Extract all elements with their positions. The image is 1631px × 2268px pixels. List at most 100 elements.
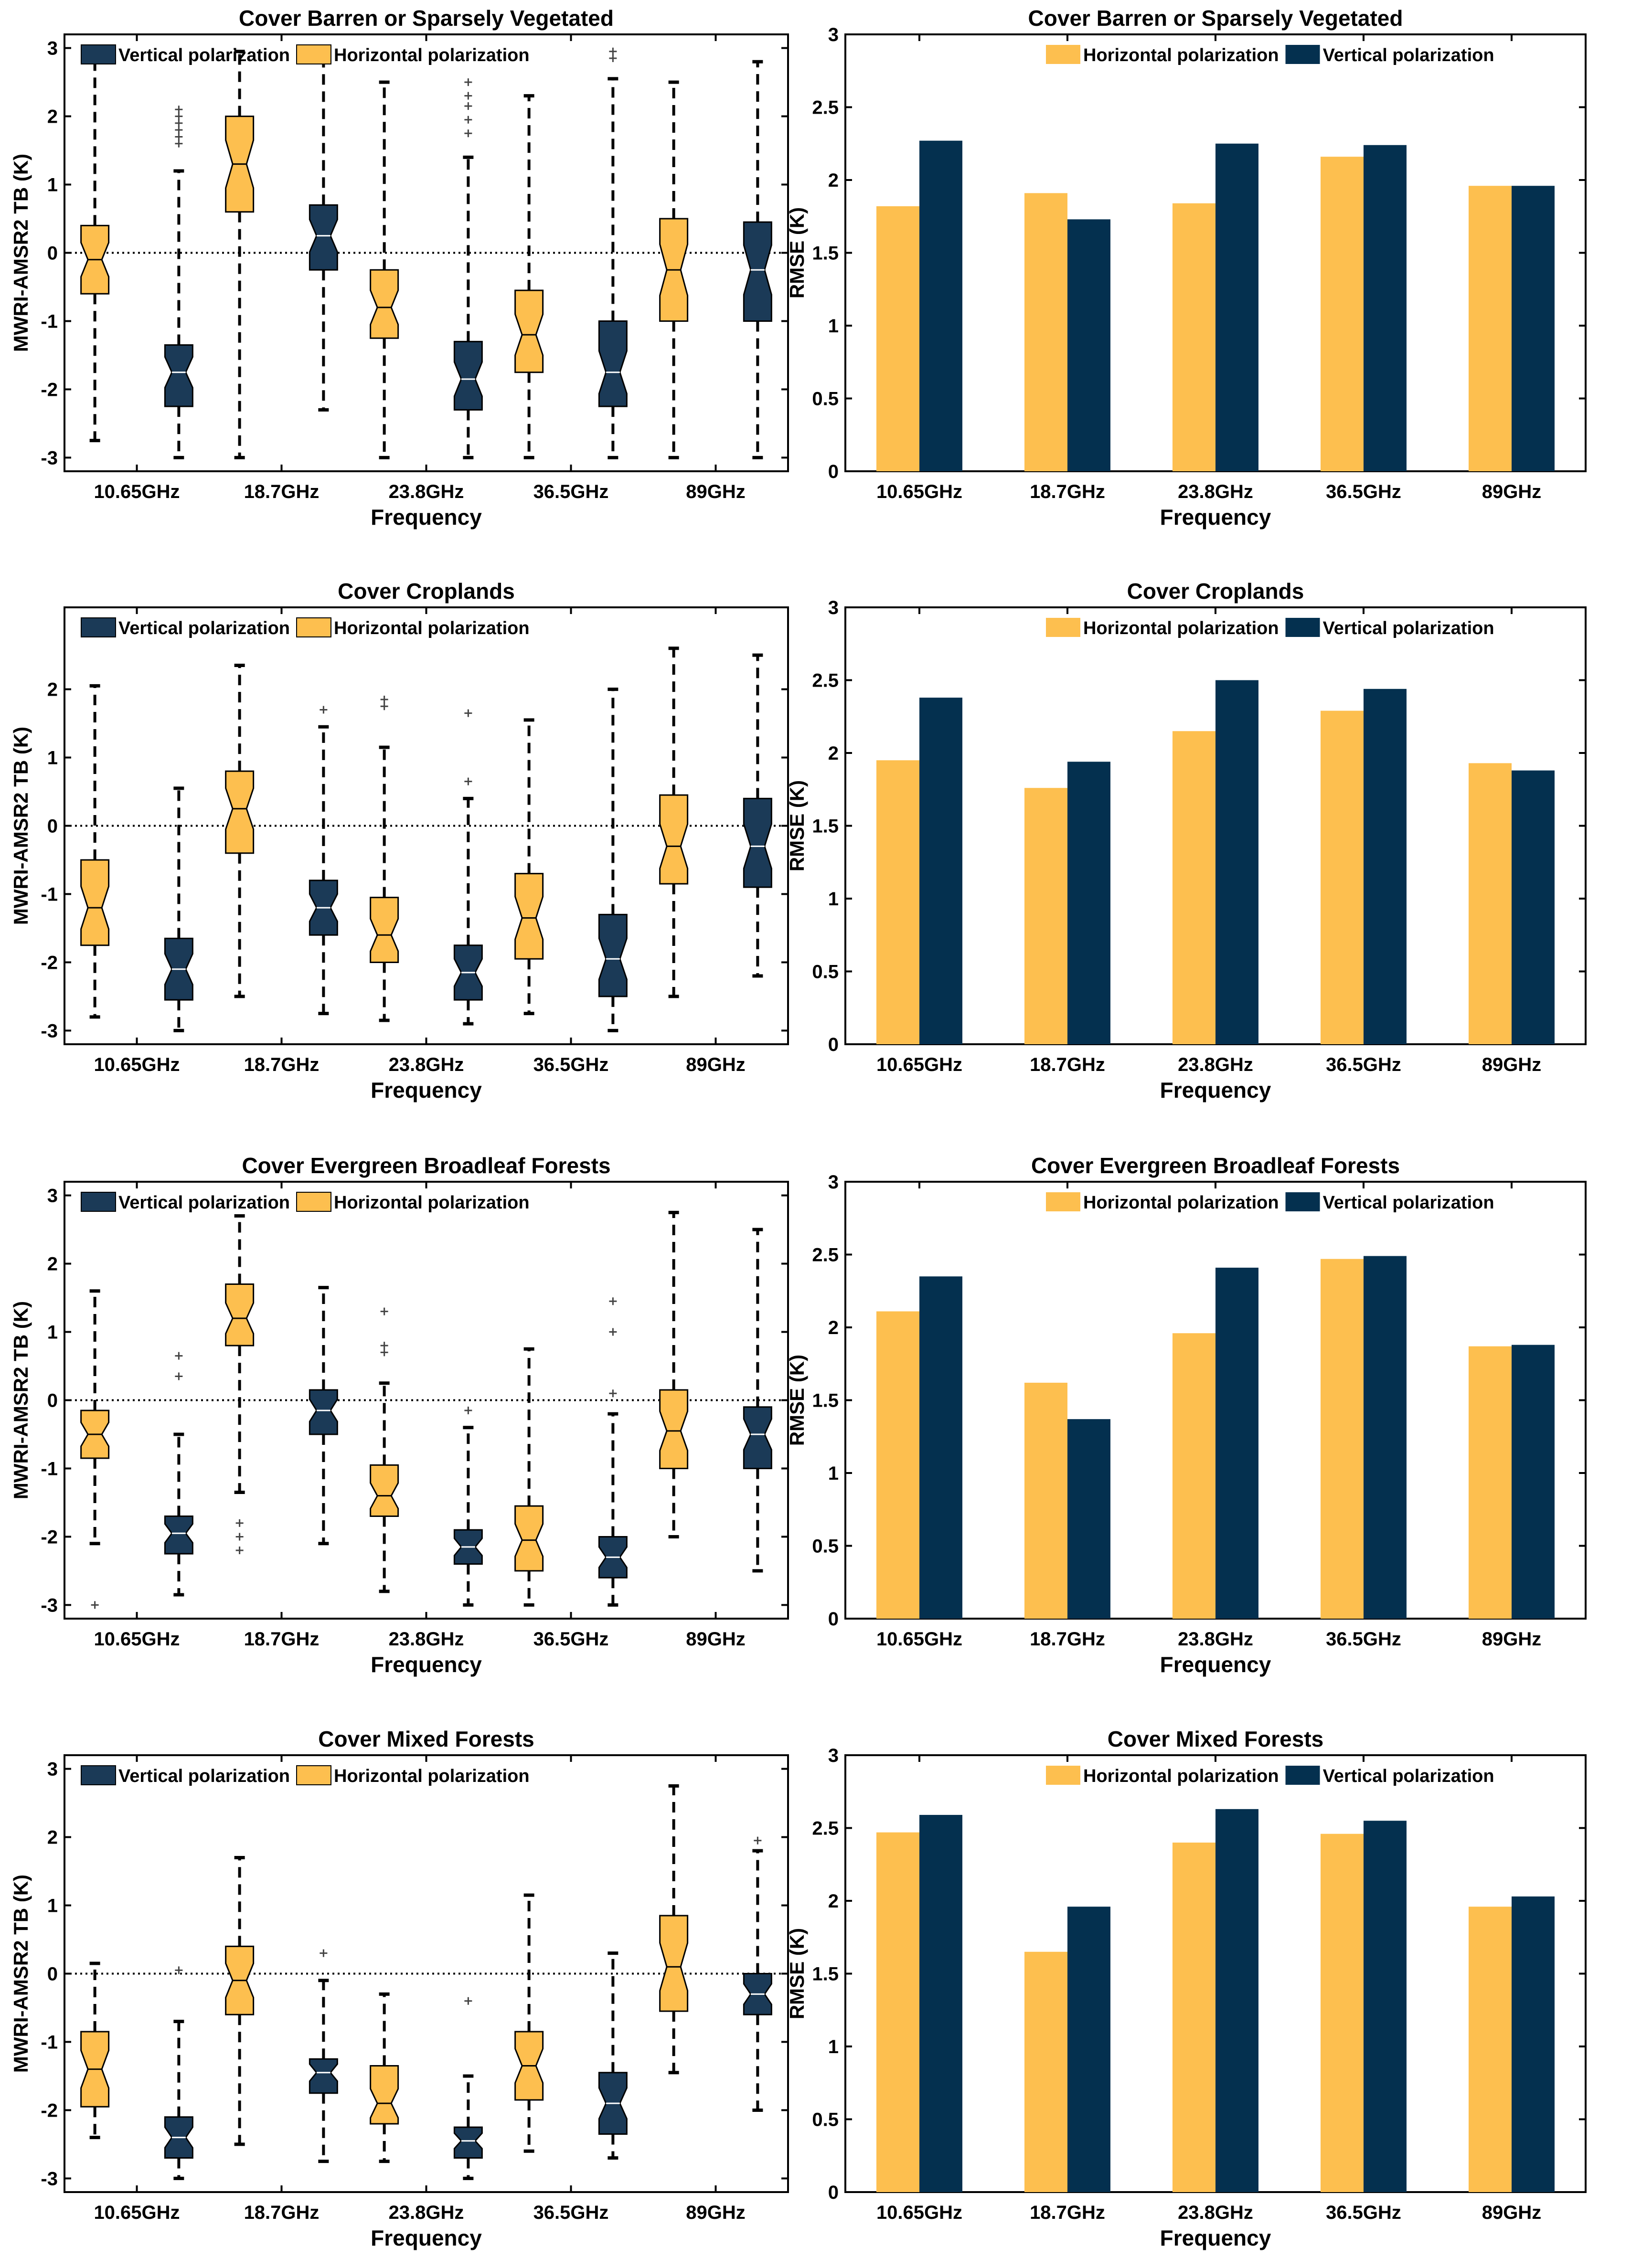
y-tick-label: 3 <box>828 597 839 618</box>
legend-swatch-vertical <box>1285 618 1320 637</box>
y-tick-label: 1 <box>47 1896 58 1917</box>
y-tick-label: 1 <box>828 316 839 337</box>
box-body <box>453 340 483 411</box>
legend: Horizontal polarization Vertical polariza… <box>1046 45 1494 65</box>
y-axis-label: MWRI-AMSR2 TB (K) <box>10 1301 32 1499</box>
outlier-marker <box>175 1966 183 1974</box>
box-horizontal-2 <box>370 80 399 459</box>
legend-swatch-horizontal <box>1046 618 1080 637</box>
y-tick-label: 0 <box>47 1964 58 1985</box>
y-tick-label: 0.5 <box>812 1536 839 1557</box>
box-vertical-1 <box>309 1949 338 2163</box>
y-axis-label: MWRI-AMSR2 TB (K) <box>10 727 32 925</box>
box-body <box>514 873 544 960</box>
bar-vertical-2 <box>1215 680 1258 1044</box>
legend-swatch-vertical <box>81 1765 116 1785</box>
legend-swatch-vertical <box>1285 45 1320 64</box>
legend-label-vertical: Vertical polarization <box>118 1766 290 1786</box>
bar-vertical-3 <box>1364 689 1407 1044</box>
bar-horizontal-1 <box>1024 1951 1067 2192</box>
box-horizontal-4 <box>659 646 689 998</box>
bar-horizontal-0 <box>876 206 919 471</box>
box-vertical-4 <box>743 60 772 459</box>
panel-bar-1: 0 0.5 1 1.5 2 2.5 3 10.65GHz 18.7GHz 23.8GHz 36.5G… <box>786 6 1587 530</box>
bar-vertical-1 <box>1067 762 1110 1044</box>
bar-vertical-2 <box>1215 1267 1258 1619</box>
outlier-marker <box>380 1342 388 1350</box>
x-tick-label: 89GHz <box>686 481 746 502</box>
legend-label-vertical: Vertical polarization <box>118 1193 290 1213</box>
y-tick-label: 3 <box>47 38 58 59</box>
y-tick-label: -1 <box>41 311 58 332</box>
outlier-marker <box>609 47 617 55</box>
box-body <box>370 2065 399 2125</box>
panel-box-4: -3 -2 -1 0 1 2 3 10.65GHz 18.7GHz 23.8GHz 36.5GHz 8… <box>10 1727 789 2250</box>
box-vertical-3 <box>598 688 628 1032</box>
box-vertical-2 <box>453 78 483 459</box>
panel-bar-2: 0 0.5 1 1.5 2 2.5 3 10.65GHz 18.7GHz 23.8GHz 36.5G… <box>786 579 1587 1102</box>
chart-title: Cover Mixed Forests <box>318 1727 534 1751</box>
box-body <box>370 897 399 963</box>
y-tick-label: 1 <box>47 175 58 196</box>
outlier-marker <box>175 106 183 114</box>
y-tick-label: 0 <box>47 816 58 837</box>
bar-vertical-1 <box>1067 219 1110 472</box>
y-tick-label: 0 <box>47 243 58 264</box>
box-horizontal-0 <box>80 684 110 1019</box>
box-body <box>309 204 338 271</box>
legend-swatch-horizontal <box>1046 1192 1080 1211</box>
bar-horizontal-2 <box>1173 1843 1215 2192</box>
panel-box-2: -3 -2 -1 0 1 2 10.65GHz 18.7GHz 23.8GHz 36.5GHz 89… <box>10 579 789 1102</box>
outlier-marker <box>235 1519 244 1527</box>
y-tick-label: 2 <box>828 170 839 191</box>
x-tick-label: 10.65GHz <box>876 481 962 502</box>
y-tick-label: 0 <box>47 1390 58 1411</box>
y-tick-label: 2.5 <box>812 670 839 691</box>
y-tick-label: -3 <box>41 1595 58 1616</box>
y-tick-label: -3 <box>41 1020 58 1041</box>
x-tick-label: 10.65GHz <box>876 1629 962 1650</box>
outlier-marker <box>320 706 328 714</box>
box-body <box>80 859 110 946</box>
legend: Vertical polarization Horizontal polariza… <box>81 1192 530 1213</box>
bar-horizontal-3 <box>1321 157 1364 471</box>
bar-horizontal-3 <box>1321 710 1364 1044</box>
panel-bar-3: 0 0.5 1 1.5 2 2.5 3 10.65GHz 18.7GHz 23.8GHz 36.5G… <box>786 1153 1587 1677</box>
bar-horizontal-3 <box>1321 1259 1364 1619</box>
y-tick-label: 1 <box>47 1322 58 1343</box>
y-tick-label: 2 <box>47 1827 58 1848</box>
y-axis-label: RMSE (K) <box>786 207 808 298</box>
box-horizontal-4 <box>659 1210 689 1538</box>
box-horizontal-1 <box>225 50 255 459</box>
y-tick-label: -1 <box>41 1458 58 1479</box>
outlier-marker <box>380 1348 388 1357</box>
box-body <box>309 2058 338 2094</box>
x-tick-label: 23.8GHz <box>389 1629 464 1650</box>
x-tick-label: 23.8GHz <box>1178 481 1253 502</box>
y-tick-label: 1 <box>828 1463 839 1484</box>
y-tick-label: 3 <box>47 1759 58 1780</box>
x-tick-label: 18.7GHz <box>244 1629 320 1650</box>
outlier-marker <box>754 1836 762 1844</box>
bar-vertical-1 <box>1067 1907 1110 2192</box>
bar-vertical-0 <box>919 140 962 471</box>
outlier-marker <box>320 1949 328 1957</box>
box-body <box>164 1516 193 1555</box>
chart-title: Cover Croplands <box>1127 579 1304 604</box>
y-tick-label: 0 <box>828 1609 839 1630</box>
x-tick-label: 18.7GHz <box>1030 1629 1105 1650</box>
y-tick-label: 2.5 <box>812 1818 839 1839</box>
box-body <box>598 320 628 407</box>
y-tick-label: 1 <box>828 2036 839 2057</box>
x-tick-label: 10.65GHz <box>876 2202 962 2223</box>
outlier-marker <box>464 709 472 717</box>
y-axis-label: MWRI-AMSR2 TB (K) <box>10 1875 32 2073</box>
chart-title: Cover Barren or Sparsely Vegetated <box>239 6 614 31</box>
y-tick-label: 3 <box>47 1186 58 1207</box>
x-tick-label: 18.7GHz <box>244 481 320 502</box>
panel-box-1: -3 -2 -1 0 1 2 3 10.65GHz 18.7GHz 23.8GHz 36.5GHz 8… <box>10 6 789 530</box>
bar-horizontal-0 <box>876 1832 919 2192</box>
legend-swatch-horizontal <box>296 44 331 64</box>
outlier-marker <box>464 1406 472 1414</box>
x-tick-label: 36.5GHz <box>1326 2202 1401 2223</box>
